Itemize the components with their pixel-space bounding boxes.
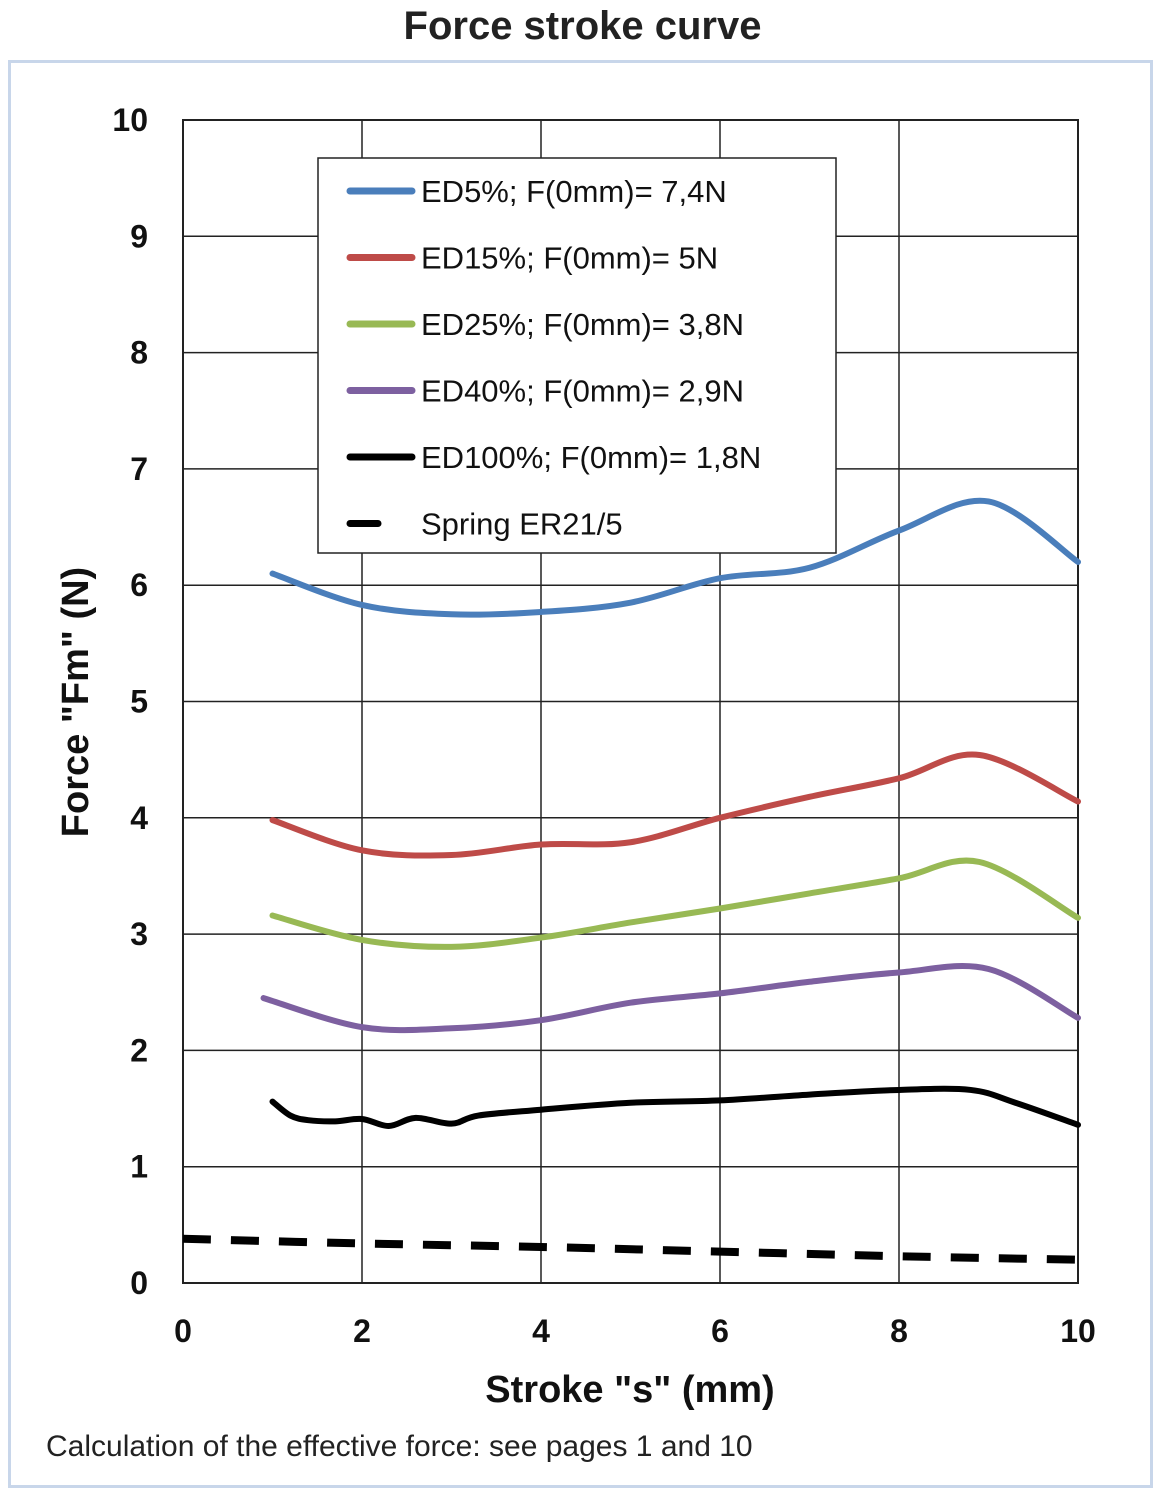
y-tick-label: 10: [112, 102, 148, 138]
series-line: [269, 1085, 1081, 1129]
y-axis-label: Force "Fm" (N): [55, 567, 97, 837]
y-tick-label: 2: [130, 1032, 148, 1068]
y-tick-label: 1: [130, 1149, 148, 1185]
y-tick-label: 6: [130, 567, 148, 603]
y-tick-label: 3: [130, 916, 148, 952]
x-tick-label: 6: [711, 1313, 729, 1349]
footnote: Calculation of the effective force: see …: [46, 1430, 753, 1463]
legend-label: ED15%; F(0mm)= 5N: [421, 241, 718, 276]
series-line: [260, 963, 1081, 1034]
series-line: [269, 857, 1081, 950]
y-tick-label: 8: [130, 335, 148, 371]
x-tick-label: 0: [174, 1313, 192, 1349]
series-line: [269, 751, 1081, 859]
chart-title: Force stroke curve: [403, 4, 762, 48]
y-tick-label: 0: [130, 1265, 148, 1301]
x-tick-label: 4: [532, 1313, 550, 1349]
x-tick-label: 8: [890, 1313, 908, 1349]
legend-label: ED5%; F(0mm)= 7,4N: [421, 174, 727, 209]
legend-label: Spring ER21/5: [421, 507, 623, 542]
x-tick-label: 10: [1060, 1313, 1096, 1349]
series-lines: [182, 497, 1081, 1264]
y-tick-label: 4: [130, 800, 148, 836]
chart-frame: [8, 60, 1153, 1488]
legend: ED5%; F(0mm)= 7,4N ED15%; F(0mm)= 5N ED25%…: [317, 157, 837, 554]
x-axis-label: Stroke "s" (mm): [485, 1369, 774, 1411]
y-tick-label: 9: [130, 218, 148, 254]
legend-label: ED100%; F(0mm)= 1,8N: [421, 440, 761, 475]
legend-label: ED40%; F(0mm)= 2,9N: [421, 374, 744, 409]
series-line: [182, 1234, 1079, 1264]
y-tick-label: 7: [130, 451, 148, 487]
x-tick-label: 2: [353, 1313, 371, 1349]
plot-area-border: [182, 119, 1079, 1284]
legend-box: [317, 157, 837, 554]
y-tick-label: 5: [130, 684, 148, 720]
tick-labels: 0 2 4 6 8 10 0 1 2 3 4 5 6 7 8 9 10: [112, 102, 1095, 1349]
series-line: [269, 497, 1081, 618]
legend-label: ED25%; F(0mm)= 3,8N: [421, 307, 744, 342]
